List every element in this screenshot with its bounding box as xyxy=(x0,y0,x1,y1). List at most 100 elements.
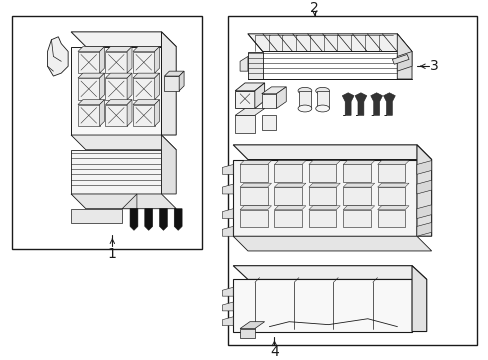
Polygon shape xyxy=(254,83,264,108)
Bar xyxy=(343,187,370,205)
Ellipse shape xyxy=(315,87,329,94)
Text: 4: 4 xyxy=(269,345,278,359)
Bar xyxy=(308,187,336,205)
Polygon shape xyxy=(235,115,254,133)
Polygon shape xyxy=(133,100,159,104)
Bar xyxy=(308,210,336,228)
Polygon shape xyxy=(343,206,374,210)
Bar xyxy=(133,78,154,100)
Polygon shape xyxy=(78,46,104,51)
Polygon shape xyxy=(274,206,305,210)
Bar xyxy=(274,187,302,205)
Polygon shape xyxy=(100,46,104,73)
Polygon shape xyxy=(222,302,233,311)
Polygon shape xyxy=(78,100,104,104)
Ellipse shape xyxy=(298,105,311,112)
Ellipse shape xyxy=(298,87,311,94)
Text: 1: 1 xyxy=(108,247,117,261)
Polygon shape xyxy=(240,322,264,329)
Polygon shape xyxy=(240,161,271,165)
Polygon shape xyxy=(154,73,159,100)
Ellipse shape xyxy=(315,105,329,112)
Bar xyxy=(228,16,476,345)
Polygon shape xyxy=(71,209,122,224)
Polygon shape xyxy=(164,71,183,76)
Polygon shape xyxy=(254,278,259,282)
Polygon shape xyxy=(308,206,340,210)
Polygon shape xyxy=(222,209,233,219)
Polygon shape xyxy=(100,73,104,100)
Polygon shape xyxy=(370,93,382,115)
Polygon shape xyxy=(377,206,408,210)
Polygon shape xyxy=(396,51,411,71)
Bar xyxy=(78,51,100,73)
Polygon shape xyxy=(274,161,305,165)
Polygon shape xyxy=(240,57,247,71)
Polygon shape xyxy=(144,209,152,230)
Polygon shape xyxy=(343,183,374,187)
Bar xyxy=(164,76,179,91)
Polygon shape xyxy=(222,317,233,326)
Polygon shape xyxy=(383,93,394,115)
Polygon shape xyxy=(179,71,183,91)
Polygon shape xyxy=(308,161,340,165)
Polygon shape xyxy=(71,135,176,150)
Polygon shape xyxy=(154,46,159,73)
Polygon shape xyxy=(71,46,161,135)
Bar xyxy=(274,165,302,182)
Bar xyxy=(377,187,405,205)
Polygon shape xyxy=(127,73,132,100)
Bar xyxy=(133,51,154,73)
Polygon shape xyxy=(308,183,340,187)
Bar xyxy=(343,165,370,182)
Polygon shape xyxy=(71,32,176,46)
Polygon shape xyxy=(127,100,132,126)
Polygon shape xyxy=(377,183,408,187)
Bar xyxy=(240,187,267,205)
Polygon shape xyxy=(133,46,159,51)
Polygon shape xyxy=(391,54,408,64)
Polygon shape xyxy=(416,205,431,219)
Polygon shape xyxy=(235,91,254,108)
Polygon shape xyxy=(222,287,233,296)
Polygon shape xyxy=(127,46,132,73)
Polygon shape xyxy=(247,51,262,79)
Bar xyxy=(377,210,405,228)
Polygon shape xyxy=(354,93,366,115)
Polygon shape xyxy=(100,100,104,126)
Polygon shape xyxy=(261,94,276,108)
Polygon shape xyxy=(416,180,431,194)
Polygon shape xyxy=(122,194,137,209)
Polygon shape xyxy=(240,183,271,187)
Polygon shape xyxy=(105,46,132,51)
Polygon shape xyxy=(293,278,299,282)
Polygon shape xyxy=(416,222,431,236)
Polygon shape xyxy=(161,135,176,194)
Polygon shape xyxy=(154,100,159,126)
Polygon shape xyxy=(342,93,353,115)
Polygon shape xyxy=(235,83,264,91)
Text: 3: 3 xyxy=(429,59,438,73)
Polygon shape xyxy=(274,183,305,187)
Bar xyxy=(299,91,310,108)
Bar xyxy=(377,165,405,182)
Polygon shape xyxy=(105,100,132,104)
Polygon shape xyxy=(261,87,285,94)
Polygon shape xyxy=(71,194,176,209)
Polygon shape xyxy=(133,73,159,78)
Polygon shape xyxy=(233,159,416,236)
Polygon shape xyxy=(377,161,408,165)
Polygon shape xyxy=(240,206,271,210)
Polygon shape xyxy=(416,145,431,236)
Bar xyxy=(240,165,267,182)
Polygon shape xyxy=(130,209,138,230)
Polygon shape xyxy=(233,266,426,279)
Polygon shape xyxy=(105,73,132,78)
Polygon shape xyxy=(233,145,431,159)
Polygon shape xyxy=(78,73,104,78)
Bar xyxy=(274,210,302,228)
Polygon shape xyxy=(343,161,374,165)
Polygon shape xyxy=(222,226,233,236)
Polygon shape xyxy=(233,279,411,332)
Bar xyxy=(71,150,161,194)
